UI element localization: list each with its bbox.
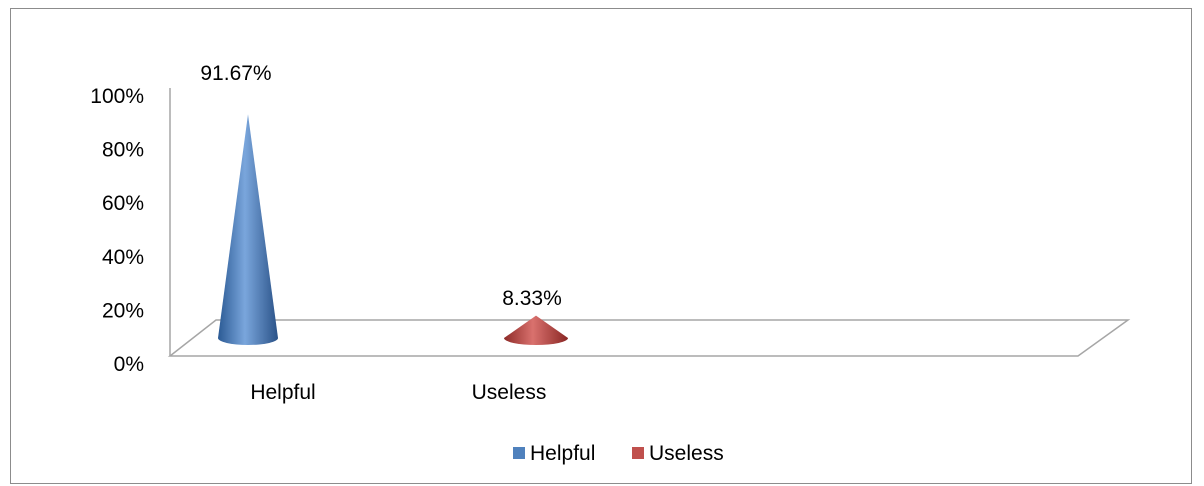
y-tick-label: 80%	[102, 139, 144, 162]
category-label-helpful: Helpful	[250, 381, 315, 404]
data-label-useless: 8.33%	[502, 287, 562, 310]
y-tick-label: 60%	[102, 192, 144, 215]
data-label-helpful: 91.67%	[200, 62, 271, 85]
plot-area	[167, 88, 1131, 357]
y-tick-label: 0%	[114, 353, 144, 376]
y-tick-label: 40%	[102, 246, 144, 269]
cone-helpful	[218, 114, 278, 345]
chart-frame	[10, 8, 1192, 484]
data-labels: 91.67% 8.33%	[200, 62, 561, 310]
legend-swatch-useless	[632, 447, 644, 459]
legend-swatch-helpful	[513, 447, 525, 459]
y-tick-label: 100%	[90, 85, 144, 108]
y-axis-ticks: 0% 20% 40% 60% 80% 100%	[90, 85, 144, 376]
category-label-useless: Useless	[472, 381, 547, 404]
y-tick-label: 20%	[102, 299, 144, 322]
legend-label-helpful: Helpful	[530, 442, 595, 465]
legend-label-useless: Useless	[649, 442, 724, 465]
chart-floor	[167, 319, 1131, 357]
category-labels: Helpful Useless	[250, 381, 546, 404]
cone-marks	[218, 114, 568, 345]
cone-useless	[504, 315, 568, 345]
legend: Helpful Useless	[513, 442, 724, 465]
